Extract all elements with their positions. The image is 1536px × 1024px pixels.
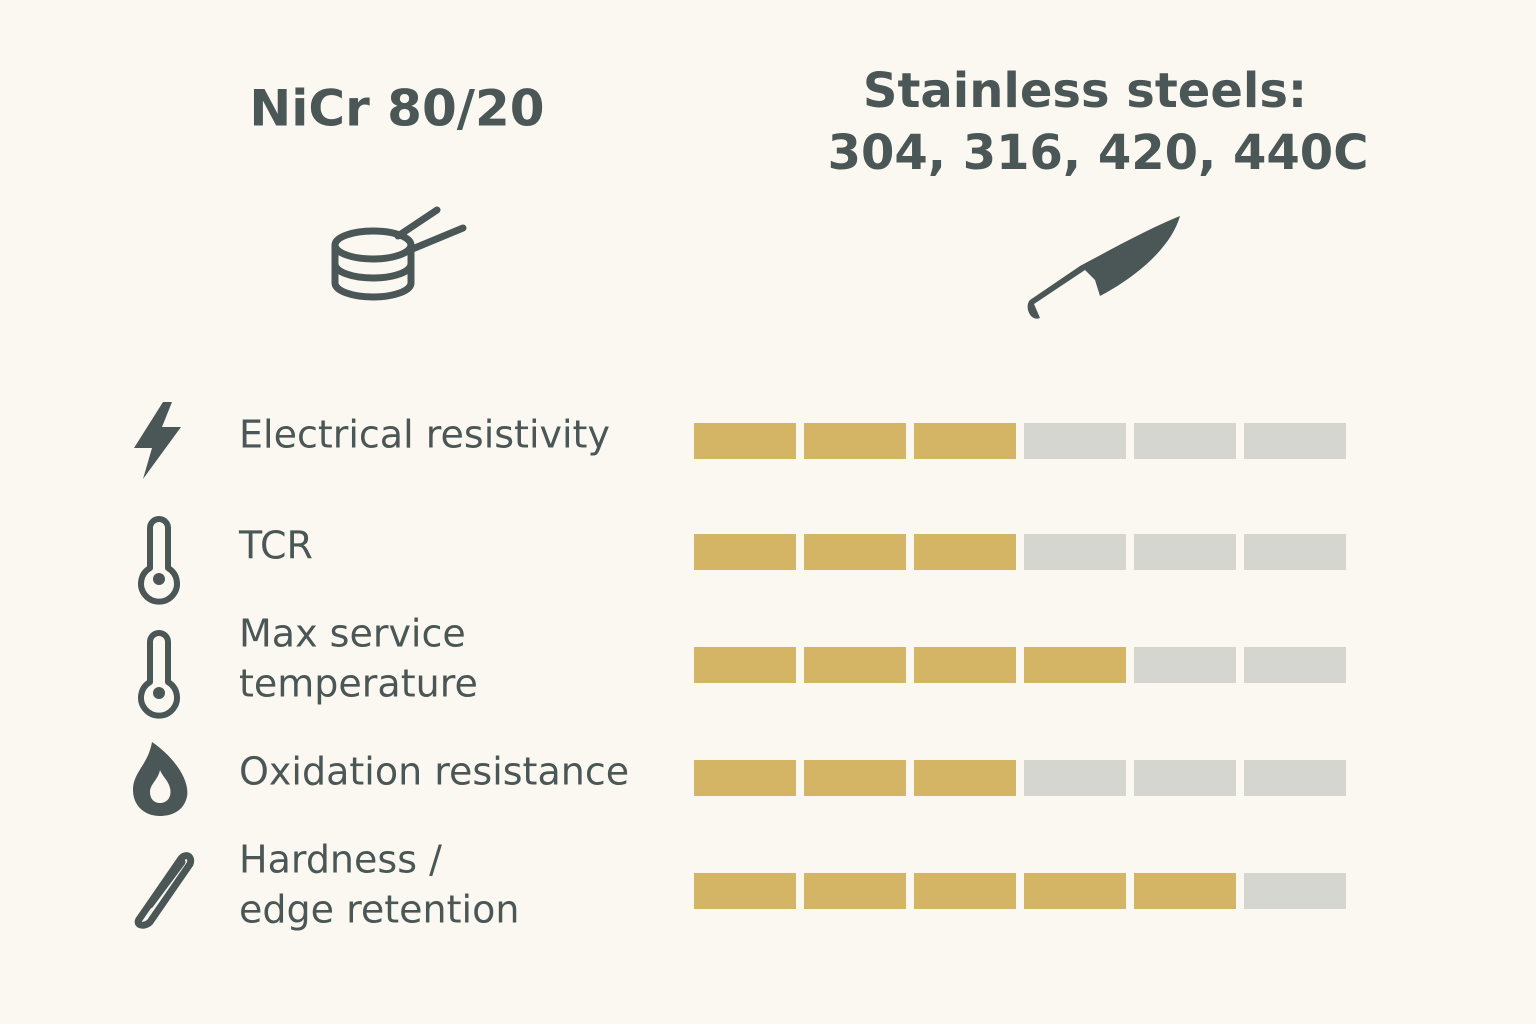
rating-segment-filled bbox=[914, 760, 1016, 796]
row-label: Oxidation resistance bbox=[239, 750, 629, 794]
rating-segment-filled bbox=[804, 423, 906, 459]
rating-segment-empty bbox=[1024, 423, 1126, 459]
rating-segment-filled bbox=[694, 760, 796, 796]
rating-segment-filled bbox=[694, 647, 796, 683]
rating-segment-empty bbox=[1134, 647, 1236, 683]
rating-segment-filled bbox=[804, 534, 906, 570]
rating-segment-empty bbox=[1244, 423, 1346, 459]
thermometer-icon bbox=[138, 516, 180, 605]
rating-segment-empty bbox=[1244, 534, 1346, 570]
rating-segment-filled bbox=[914, 534, 1016, 570]
row-label: Max service bbox=[239, 612, 466, 656]
flame-icon bbox=[133, 742, 188, 816]
rating-segment-filled bbox=[914, 647, 1016, 683]
rating-segment-filled bbox=[694, 534, 796, 570]
right-title: Stainless steels: bbox=[863, 63, 1307, 119]
bolt-icon bbox=[134, 402, 181, 479]
right-title: 304, 316, 420, 440C bbox=[828, 125, 1369, 181]
rating-segment-filled bbox=[694, 873, 796, 909]
rating-segment-filled bbox=[914, 873, 1016, 909]
rating-segment-filled bbox=[1134, 873, 1236, 909]
rating-segment-empty bbox=[1134, 760, 1236, 796]
row-label: edge retention bbox=[239, 888, 519, 932]
rating-segment-filled bbox=[1024, 647, 1126, 683]
rating-segment-empty bbox=[1134, 423, 1236, 459]
rating-segment-filled bbox=[804, 647, 906, 683]
blade-icon bbox=[134, 852, 195, 929]
pan-icon bbox=[331, 206, 467, 301]
left-title: NiCr 80/20 bbox=[249, 80, 544, 138]
rating-segment-filled bbox=[914, 423, 1016, 459]
row-label: Hardness / bbox=[239, 838, 442, 882]
rating-segment-empty bbox=[1024, 534, 1126, 570]
rating-segment-filled bbox=[1024, 873, 1126, 909]
row-label: TCR bbox=[238, 524, 313, 568]
rating-segment-filled bbox=[804, 760, 906, 796]
row-label: Electrical resistivity bbox=[239, 413, 610, 457]
rating-segment-empty bbox=[1244, 647, 1346, 683]
rating-segment-empty bbox=[1244, 873, 1346, 909]
row-label: temperature bbox=[239, 662, 478, 706]
thermometer-icon bbox=[138, 630, 180, 719]
rating-segment-filled bbox=[694, 423, 796, 459]
rating-segment-empty bbox=[1134, 534, 1236, 570]
rating-segment-empty bbox=[1244, 760, 1346, 796]
rating-segment-filled bbox=[804, 873, 906, 909]
knife-icon bbox=[1027, 216, 1180, 319]
rating-segment-empty bbox=[1024, 760, 1126, 796]
